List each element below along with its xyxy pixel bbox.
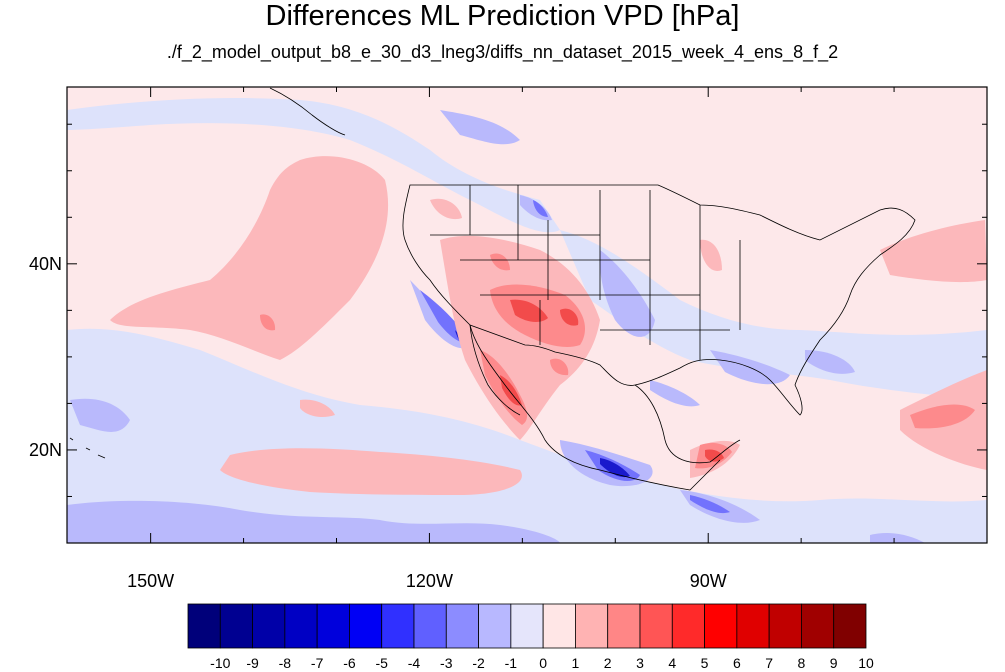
colorbar-label: -4 [407, 655, 421, 671]
colorbar-label: 2 [603, 655, 612, 671]
anomaly-blob [70, 398, 130, 432]
colorbar-swatch [833, 603, 867, 649]
anomaly-blob [599, 250, 655, 337]
colorbar-swatch [187, 603, 221, 649]
colorbar [187, 603, 867, 649]
anomaly-blob [600, 458, 630, 478]
colorbar-label: -7 [310, 655, 324, 671]
colorbar-label: 5 [700, 655, 709, 671]
anomaly-blob [490, 253, 510, 271]
colorbar-label: 1 [571, 655, 580, 671]
anomaly-blob [440, 110, 520, 145]
colorbar-swatch [284, 603, 318, 649]
anomaly-blob [220, 448, 522, 495]
colorbar-label: 10 [858, 655, 874, 671]
map-plot-area [67, 87, 987, 543]
baja-california [469, 324, 521, 416]
colorbar-swatch [671, 603, 705, 649]
colorbar-swatch [478, 603, 512, 649]
colorbar-swatch [639, 603, 673, 649]
colorbar-label: -5 [375, 655, 388, 671]
anomaly-blob [840, 334, 951, 370]
anomaly-blob [700, 239, 722, 271]
colorbar-label: 9 [829, 655, 838, 671]
anomaly-blob [500, 375, 522, 406]
axis-ticks [67, 87, 988, 544]
state-lines [430, 185, 741, 360]
colorbar-label: 3 [636, 655, 644, 671]
anomaly-blob [550, 358, 569, 376]
colorbar-label: -9 [246, 655, 259, 671]
colorbar-label: -6 [343, 655, 356, 671]
anomaly-blob [440, 235, 600, 440]
colorbar-swatch [704, 603, 738, 649]
colorbar-swatch [542, 603, 576, 649]
colorbar-label: -2 [472, 655, 485, 671]
anomaly-blob [510, 299, 548, 322]
anomaly-blob [560, 308, 579, 326]
colorbar-swatch [510, 603, 544, 649]
anomaly-blob [650, 380, 700, 407]
colorbar-swatch [768, 603, 802, 649]
x-tick-label: 90W [689, 571, 727, 591]
anomaly-blob [67, 98, 560, 233]
alaska-coast [269, 87, 346, 136]
y-tick-label: 20N [28, 439, 62, 460]
positive-anomaly-light [110, 156, 987, 495]
anomaly-blob [870, 532, 925, 543]
anomaly-blob [533, 200, 548, 217]
positive-anomaly-strong [500, 299, 724, 462]
anomaly-blob [705, 449, 724, 462]
colorbar-swatch [252, 603, 286, 649]
colorbar-swatch [736, 603, 770, 649]
colorbar-label: 7 [765, 655, 774, 671]
colorbar-label: 6 [732, 655, 741, 671]
x-tick-label: 150W [127, 571, 175, 591]
plot-frame [66, 86, 988, 544]
anomaly-blob [805, 350, 855, 374]
colorbar-swatch [607, 603, 641, 649]
colorbar-label: -8 [278, 655, 292, 671]
coastlines-and-borders [69, 87, 916, 491]
colorbar-label: -3 [440, 655, 453, 671]
anomaly-blob [690, 495, 730, 514]
colorbar-swatch [316, 603, 350, 649]
colorbar-swatch [575, 603, 609, 649]
colorbar-swatch [349, 603, 383, 649]
colorbar-swatch [801, 603, 835, 649]
gulf-coast [634, 384, 741, 464]
colorbar-label: -1 [504, 655, 518, 671]
colorbar-label: -10 [210, 655, 231, 671]
anomaly-blob [260, 314, 276, 331]
mexico-coast [469, 324, 721, 491]
map-title: Differences ML Prediction VPD [hPa] [265, 0, 740, 32]
colorbar-label: 8 [797, 655, 806, 671]
anomaly-blob [880, 220, 987, 283]
colorbar-swatch [219, 603, 253, 649]
colorbar-label: 0 [539, 655, 548, 671]
colorbar-swatch [381, 603, 415, 649]
hawaii-islands [69, 437, 106, 459]
anomaly-blob [110, 156, 389, 360]
colorbar-swatch [413, 603, 447, 649]
anomaly-blob [300, 399, 335, 418]
colorbar-swatch [445, 603, 479, 649]
anomaly-blob [430, 198, 462, 220]
map-subtitle: ./f_2_model_output_b8_e_30_d3_lneg3/diff… [166, 42, 839, 62]
us-border [402, 184, 916, 416]
anomaly-blob [67, 500, 560, 543]
anomaly-blob [910, 404, 975, 429]
colorbar-label: 4 [668, 655, 677, 671]
y-tick-label: 40N [28, 253, 62, 274]
x-tick-label: 120W [405, 571, 453, 591]
